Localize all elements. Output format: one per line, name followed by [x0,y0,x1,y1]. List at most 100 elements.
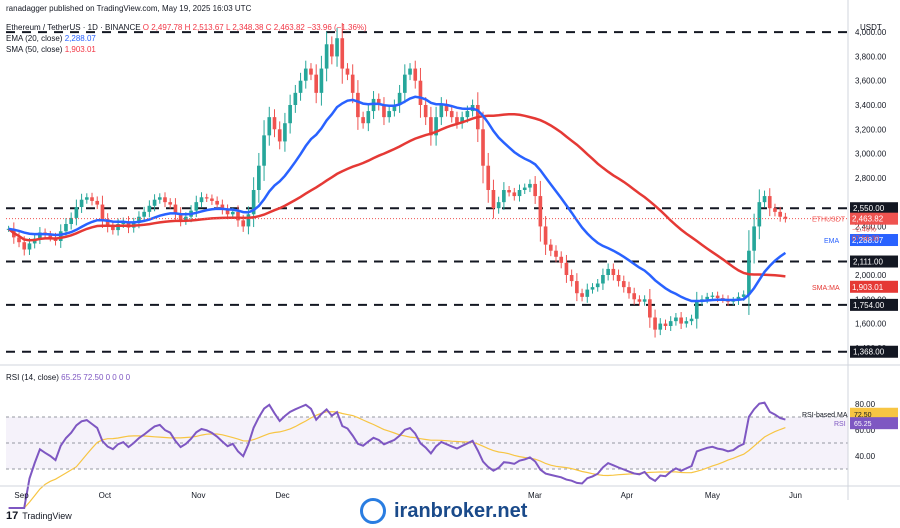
rsi-tick-label: 80.00 [855,400,876,409]
candle-body [272,117,277,130]
candle-body [58,231,63,241]
candle-body [288,105,292,124]
candle-body [517,190,522,197]
ema-line [8,95,787,303]
price-tick-label: 1,600.00 [855,320,887,329]
candle-body [580,293,584,297]
last-price-tag-bg [850,212,898,225]
last-price-tag: 2,463.82 [852,215,884,224]
candle-body [319,68,324,93]
candle-body [90,197,94,201]
ethusdt-tag-label: ETHUSDT [812,217,846,224]
candle-body [215,200,219,205]
candle-body [653,317,657,330]
ema-price-tag: 2,288.07 [852,236,884,245]
candle-body [439,105,444,118]
publisher-text: ranadagger published on TradingView.com,… [6,4,252,13]
symbol-line: Ethereum / TetherUS · 1D · BINANCE O 2,4… [6,22,367,33]
price-panel [6,23,848,353]
rsi-line [8,401,786,509]
time-tick-label: Mar [528,491,542,500]
rsi-tick-label: 40.00 [855,452,876,461]
tradingview-footer[interactable]: 17 TradingView [6,510,72,522]
ema-legend-value: 2,288.07 [64,34,96,43]
candle-body [157,197,162,200]
candle-body [668,321,673,326]
rsi-ma-tag: 72.50 [854,412,872,419]
candle-body [210,198,214,201]
candle-body [757,202,762,227]
rsi-ma-label: RSI-based MA [802,412,848,419]
candle-body [715,295,720,299]
sma-line [7,112,786,278]
time-tick-label: May [705,491,720,500]
candle-body [303,68,308,81]
candle-body [397,92,402,105]
level-tag [850,255,898,268]
candle-body [569,275,574,282]
price-tick-label: 3,600.00 [855,77,887,86]
candle-body [340,38,345,69]
candle-body [606,268,610,275]
candle-body [246,214,251,227]
candle-body [220,204,225,210]
sma-legend[interactable]: SMA (50, close) 1,903.01 [6,44,96,55]
candle-body [783,216,788,219]
candle-body [74,207,79,218]
rsi-label: RSI [834,421,846,428]
level-tag [850,298,898,311]
candle-body [554,250,558,257]
rsi-tick-label: 60.00 [855,426,876,435]
sma-price-tag-bg [850,280,898,293]
candle-body [111,226,115,231]
candle-body [679,317,683,324]
candle-body [767,196,772,209]
candle-body [632,293,637,300]
candle-body [528,183,532,188]
candle-body [387,111,392,118]
rsi-legend[interactable]: RSI (14, close) 65.25 72.50 0 0 0 0 [6,372,130,383]
axis-currency: USDT [860,23,882,32]
sma-tag-label: SMA:MA [812,285,840,292]
candle-body [366,111,371,124]
candle-body [627,287,631,294]
ema-legend[interactable]: EMA (20, close) 2,288.07 [6,33,96,44]
candle-body [533,183,537,197]
candle-body [621,281,626,288]
candle-body [69,217,73,224]
tradingview-label: TradingView [22,511,72,521]
candle-body [642,299,647,302]
time-tick-label: Sep [14,491,29,500]
level-tag [850,345,898,358]
rsi-panel [6,401,848,509]
time-tick-label: Nov [191,491,205,500]
candle-body [778,211,783,217]
candle-body [38,232,42,239]
candle-body [434,117,438,136]
candle-body [689,318,694,322]
candle-body [752,226,756,251]
candle-body [449,111,454,118]
tradingview-logo-icon: 17 [6,510,19,522]
candle-body [163,197,167,203]
time-tick-label: Jun [789,491,802,500]
candle-body [762,196,767,203]
candle-body [178,213,183,221]
candle-body [335,38,339,57]
candle-body [595,283,600,288]
candle-body [564,262,569,275]
candle-body [376,98,381,105]
price-tick-label: 3,000.00 [855,150,887,159]
candle-body [413,68,418,81]
candle-body [455,117,459,124]
candle-body [538,196,543,227]
candle-body [152,199,157,206]
candle-body [694,301,699,319]
candle-body [491,190,496,209]
level-tag-label: 2,550.00 [853,204,885,213]
rsi-ma-line [8,411,786,509]
candle-body [277,129,282,142]
candle-body [309,68,313,75]
candle-body [741,294,746,297]
